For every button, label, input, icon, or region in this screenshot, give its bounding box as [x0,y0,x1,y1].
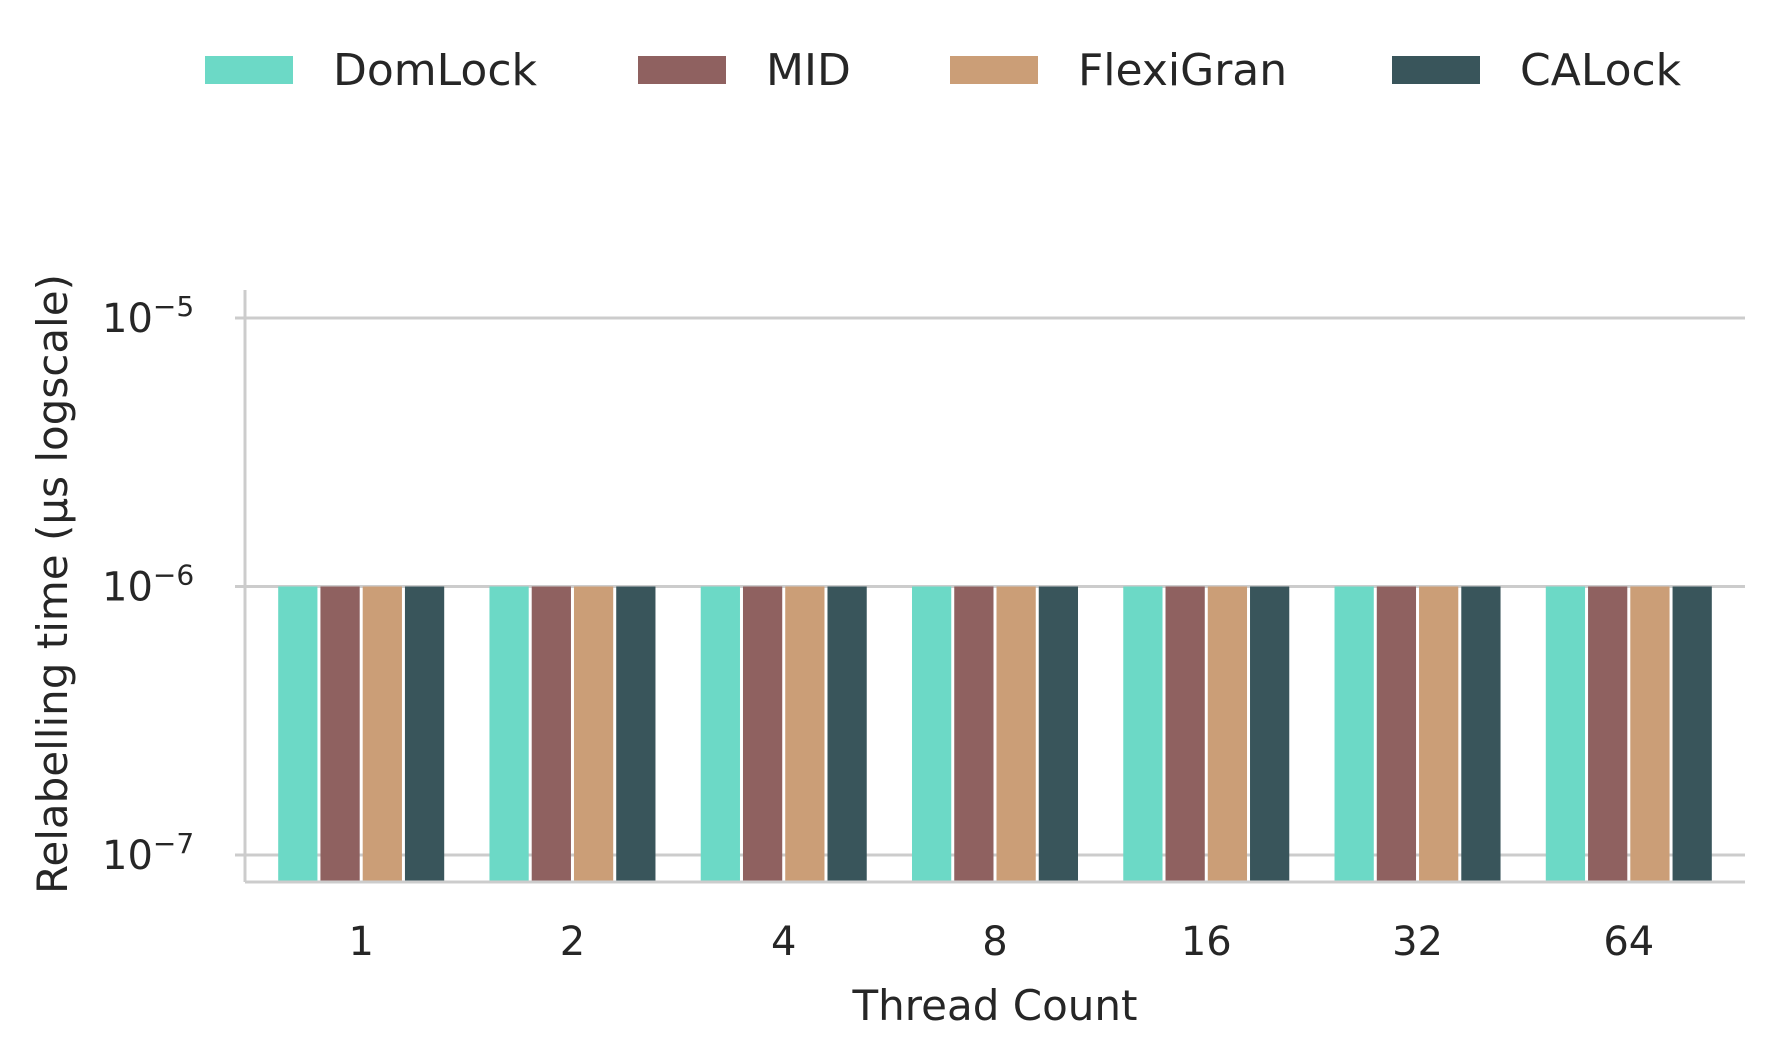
bar-domlock-8 [911,586,952,882]
bar-mid-4 [742,586,783,882]
x-axis-label: Thread Count [852,981,1138,1030]
bar-domlock-4 [700,586,740,882]
legend-item-domlock: DomLock [205,42,537,98]
legend-item-flexigran: FlexiGran [950,42,1287,98]
x-tick-label: 1 [348,919,373,965]
x-tick-label: 8 [982,919,1007,965]
bar-flexigran-1 [362,586,402,882]
bar-mid-16 [1165,586,1205,882]
bar-calock-16 [1250,586,1290,882]
legend-swatch [1392,56,1480,84]
y-axis-label: Relabelling time (μs logscale) [28,274,77,894]
bar-calock-8 [1038,586,1079,882]
y-ticks: 10−7 10−6 10−5 [102,290,245,879]
legend-label: FlexiGran [1078,44,1288,96]
legend: DomLock MID FlexiGran CALock [0,42,1765,102]
bar-mid-32 [1376,586,1417,882]
legend-swatch [950,56,1038,84]
bar-calock-1 [404,586,445,882]
x-tick-label: 32 [1392,919,1443,965]
y-tick-label: 10−7 [102,827,194,879]
x-ticks: 1 2 4 8 16 32 64 [348,919,1654,965]
bar-mid-64 [1588,586,1628,882]
bar-calock-2 [616,586,656,882]
legend-label: MID [766,44,851,96]
x-tick-label: 16 [1181,919,1232,965]
x-tick-label: 2 [560,919,585,965]
gridlines [245,316,1745,857]
bar-domlock-32 [1334,586,1374,882]
legend-swatch [205,56,293,84]
bar-domlock-1 [278,586,318,882]
bar-calock-4 [827,586,867,882]
bar-domlock-64 [1545,586,1586,882]
bar-mid-2 [531,586,571,882]
x-tick-label: 64 [1603,919,1654,965]
bar-domlock-2 [489,586,529,882]
y-tick-label: 10−5 [102,290,194,342]
bar-flexigran-4 [785,586,825,882]
bars [278,586,1712,882]
bar-flexigran-32 [1419,586,1459,882]
legend-item-calock: CALock [1392,42,1681,98]
bar-mid-8 [954,586,994,882]
bar-flexigran-2 [573,586,614,882]
bar-calock-64 [1672,586,1712,882]
bar-domlock-16 [1123,586,1163,882]
x-tick-label: 4 [771,919,796,965]
legend-swatch [638,56,726,84]
y-tick-label: 10−6 [102,559,194,611]
legend-label: CALock [1520,44,1682,96]
legend-item-mid: MID [638,42,851,98]
bar-flexigran-64 [1630,586,1670,882]
bar-flexigran-16 [1207,586,1248,882]
bar-calock-32 [1461,586,1501,882]
bar-mid-1 [320,586,360,882]
legend-label: DomLock [333,44,537,96]
bar-flexigran-8 [996,586,1036,882]
